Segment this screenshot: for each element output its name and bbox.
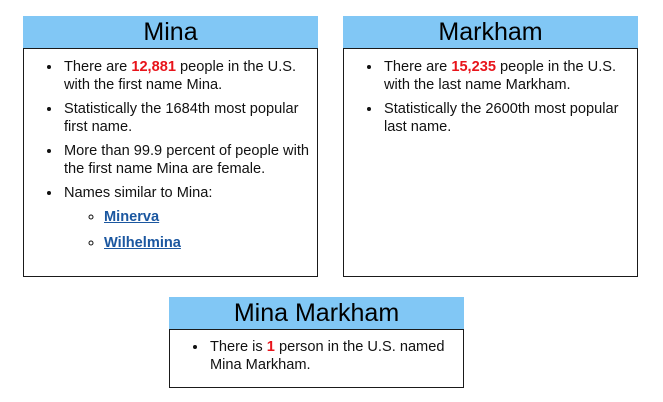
full-name-count: 1 (266, 339, 275, 355)
full-name-body: There is 1 person in the U.S. named Mina… (169, 329, 464, 388)
similar-name-item: Wilhelmina (104, 234, 317, 252)
last-name-body: There are 15,235 people in the U.S. with… (343, 48, 638, 277)
list-item: There are 15,235 people in the U.S. with… (382, 58, 637, 94)
similar-name-link-wilhelmina[interactable]: Wilhelmina (104, 235, 181, 251)
last-name-count: 15,235 (451, 59, 496, 75)
list-item: Names similar to Mina: Minerva Wilhelmin… (62, 184, 317, 252)
similar-name-link-minerva[interactable]: Minerva (104, 209, 160, 225)
list-item: Statistically the 1684th most popular fi… (62, 100, 317, 136)
list-item: There are 12,881 people in the U.S. with… (62, 58, 317, 94)
similar-name-item: Minerva (104, 208, 317, 226)
full-name-card: Mina Markham There is 1 person in the U.… (169, 297, 464, 388)
first-name-title: Mina (23, 16, 318, 48)
first-name-card: Mina There are 12,881 people in the U.S.… (23, 16, 318, 277)
similar-names-list: Minerva Wilhelmina (64, 208, 317, 252)
last-name-facts: There are 15,235 people in the U.S. with… (344, 58, 637, 136)
list-item: There is 1 person in the U.S. named Mina… (208, 338, 463, 374)
first-name-body: There are 12,881 people in the U.S. with… (23, 48, 318, 277)
full-name-title: Mina Markham (169, 297, 464, 329)
list-item: Statistically the 2600th most popular la… (382, 100, 637, 136)
last-name-title: Markham (343, 16, 638, 48)
first-name-count: 12,881 (131, 59, 176, 75)
first-name-facts: There are 12,881 people in the U.S. with… (24, 58, 317, 252)
list-item: More than 99.9 percent of people with th… (62, 142, 317, 178)
last-name-card: Markham There are 15,235 people in the U… (343, 16, 638, 277)
full-name-facts: There is 1 person in the U.S. named Mina… (170, 338, 463, 374)
